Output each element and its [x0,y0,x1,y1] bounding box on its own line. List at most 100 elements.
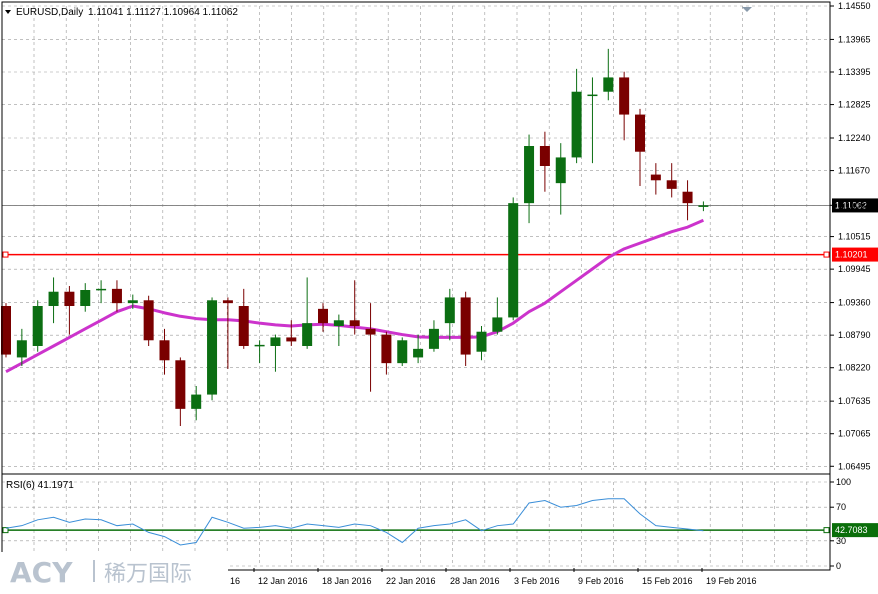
candle-body [1,306,11,355]
y-tick-label: 1.07635 [838,396,871,406]
x-tick-label: 15 Feb 2016 [642,576,693,586]
candle-body [64,291,75,306]
x-tick-label: 3 Feb 2016 [514,576,560,586]
candle [32,300,43,352]
candle [318,303,328,332]
candle [603,48,614,101]
rsi-y-tick-label: 70 [836,502,846,512]
candle [524,134,535,224]
candle [682,180,693,221]
candle [666,163,677,198]
candle [80,283,91,312]
candle-body [318,308,328,324]
candle-body [635,114,645,152]
candle-body [111,288,122,304]
current-price-badge [832,198,878,213]
candle-layer [1,48,709,426]
support-line-badge [832,247,878,262]
logo-sub: 稀万国际 [104,562,192,587]
support-line-label: 1.10201 [835,250,868,260]
grid [2,5,830,567]
rsi-layer: 42.7083 [2,498,878,546]
candle-body [270,337,281,346]
candle [111,280,122,312]
candle [222,297,233,369]
rsi-title: RSI(6) 41.1971 [6,480,74,491]
candle-body [508,203,519,318]
candle-body [349,320,360,326]
x-tick-label: 9 Feb 2016 [578,576,624,586]
candle-body [222,300,233,304]
candle [698,201,709,212]
candle-body [238,306,249,346]
y-tick-label: 1.12825 [838,100,871,110]
candle [48,277,59,324]
rsi-y-tick-label: 100 [836,477,851,487]
candle [191,386,202,421]
y-tick-label: 1.09360 [838,298,871,308]
scroll-marker-icon[interactable] [742,7,752,12]
x-tick-label: 19 Feb 2016 [706,576,757,586]
candle-body [333,320,344,326]
x-tick-label: 12 Jan 2016 [258,576,308,586]
candle [207,297,218,401]
candle [460,291,471,366]
candle-body [428,328,439,349]
main-pane-border [1,1,831,475]
candle [302,277,313,349]
candle-body [191,394,202,409]
candle [175,357,186,426]
candle-body [666,180,677,189]
candle-body [175,360,186,409]
candle-body [650,174,661,181]
y-tick-label: 1.08790 [838,330,871,340]
candle-body [460,297,471,355]
y-tick-label: 1.10515 [838,232,871,242]
candle-body [143,300,154,341]
support-line-handle-left [2,251,9,258]
candle-body [444,297,455,324]
candle [508,197,519,321]
logo-divider [93,560,95,582]
candle-body [476,331,487,352]
candle [428,320,439,352]
candle-body [682,191,693,204]
candle [476,326,487,361]
frame [1,1,834,572]
axis-labels: 1.14550 1.13965 1.13395 1.12825 1.12240 1.116… [230,1,871,586]
candle [127,294,138,309]
candle-body [603,77,614,92]
candle [64,286,75,335]
candle [619,71,630,141]
candle-body [80,290,91,306]
candle [365,303,376,392]
candle [333,314,344,346]
candle [270,334,281,372]
rsi-level-handle-right [823,527,830,534]
candle-body [381,334,392,364]
x-tick-label: 18 Jan 2016 [322,576,372,586]
candle [413,334,424,364]
candle [16,328,27,366]
ohlc-readout: 1.11041 1.11127 1.10964 1.11062 [88,7,238,18]
candle-body [587,94,598,97]
candle-body [207,300,218,395]
candle [254,340,265,364]
candle-body [32,306,43,346]
symbol-dropdown-icon[interactable] [5,10,11,14]
candle-body [286,337,297,342]
x-tick-label: 22 Jan 2016 [386,576,436,586]
candle [635,108,645,186]
candle-body [413,348,424,358]
candle [650,163,661,195]
candle-body [127,300,138,304]
rsi-level-handle-left [2,527,9,534]
candle [381,331,392,375]
candle [444,288,455,341]
candle-body [16,340,27,358]
candle-body [555,157,566,184]
acy-logo: ACY 稀万国际 [0,552,228,594]
candle-body [524,146,535,204]
